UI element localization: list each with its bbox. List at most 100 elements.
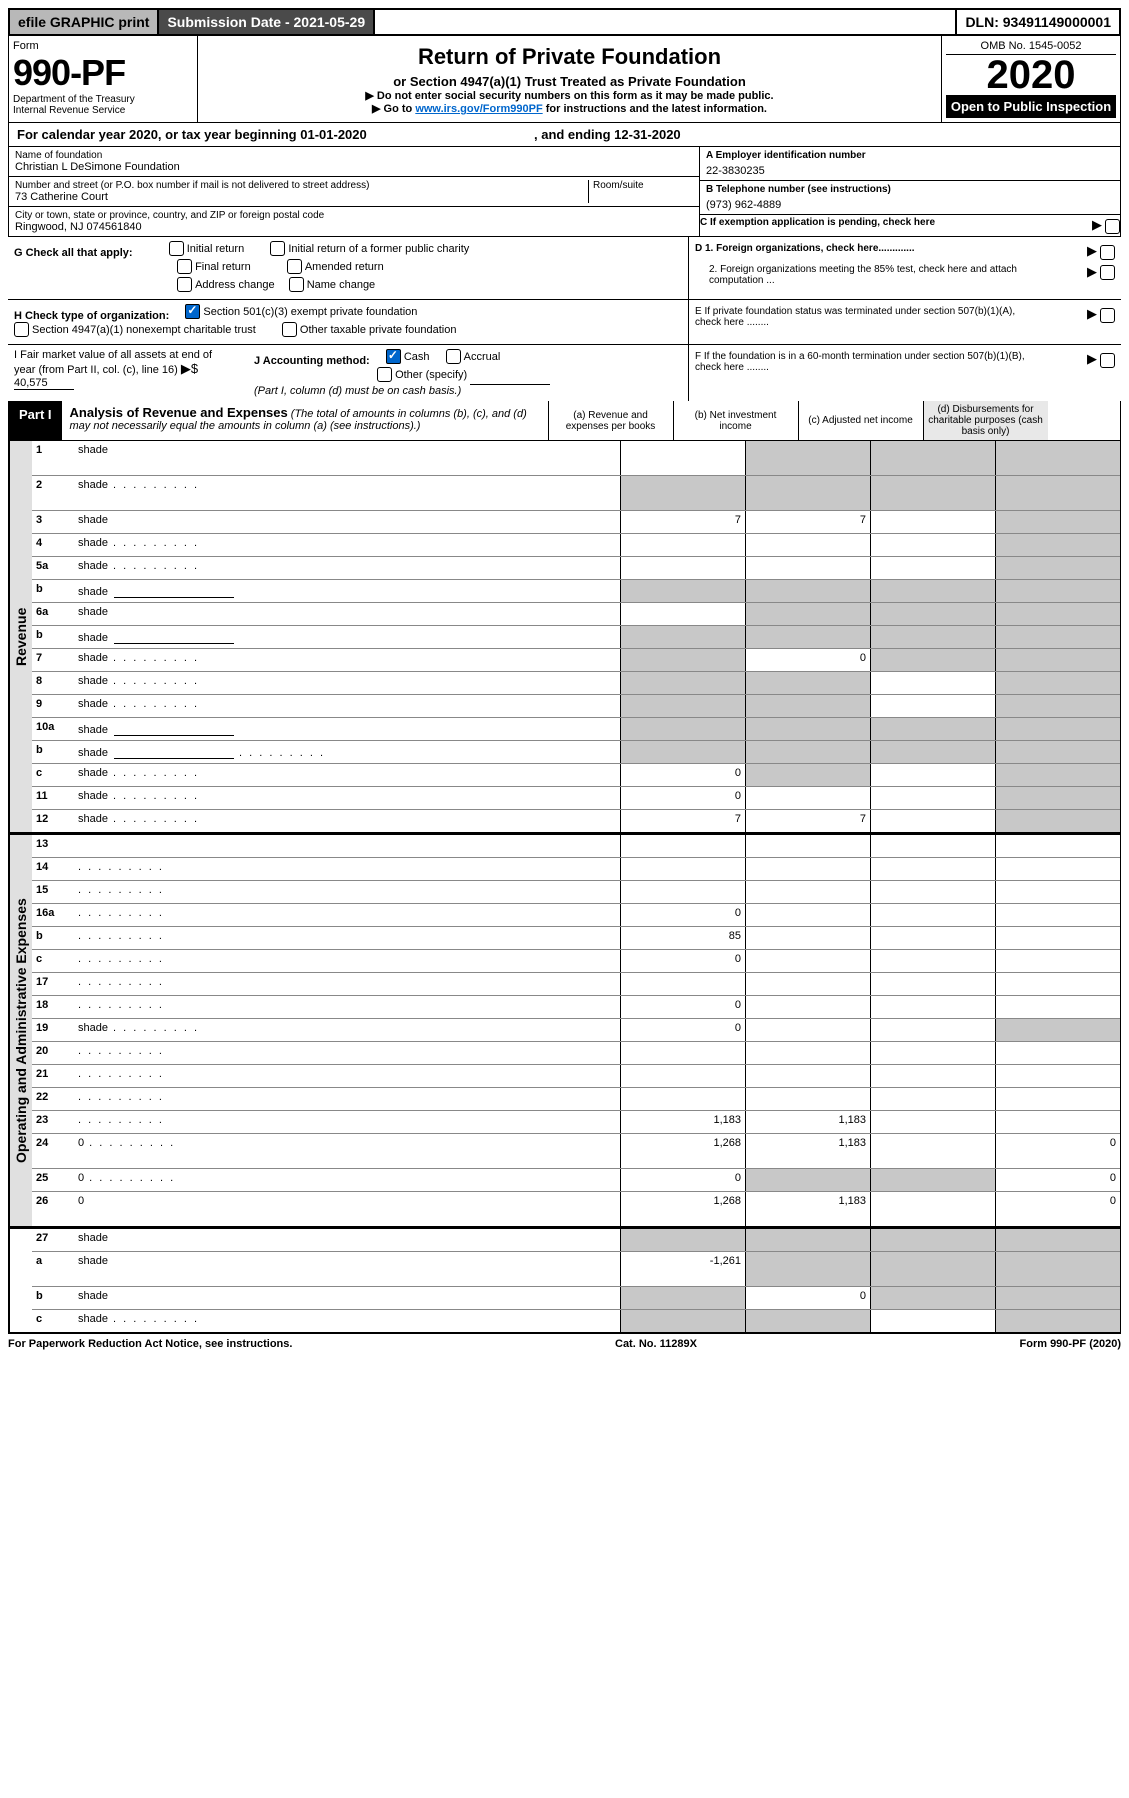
- department: Department of the Treasury Internal Reve…: [13, 94, 193, 116]
- cell-d: [995, 511, 1120, 533]
- table-row: 21: [32, 1065, 1120, 1088]
- g-row: G Check all that apply: Initial return I…: [8, 237, 1121, 300]
- line-description: [74, 996, 620, 1018]
- line-description: shade: [74, 787, 620, 809]
- cell-b: [745, 1019, 870, 1041]
- cell-b: [745, 881, 870, 903]
- j-cash[interactable]: [386, 349, 401, 364]
- cell-a: [620, 441, 745, 475]
- line-description: [74, 927, 620, 949]
- cell-c: [870, 973, 995, 995]
- d2-checkbox[interactable]: [1100, 265, 1115, 280]
- cell-a: [620, 557, 745, 579]
- cell-c: [870, 1229, 995, 1251]
- cell-b: 1,183: [745, 1111, 870, 1133]
- g-final-return[interactable]: [177, 259, 192, 274]
- cell-c: [870, 787, 995, 809]
- h-other-taxable[interactable]: [282, 322, 297, 337]
- room-label: Room/suite: [593, 180, 693, 191]
- form-label: Form: [13, 40, 193, 52]
- cell-d: [995, 1252, 1120, 1286]
- line-description: [74, 835, 620, 857]
- cell-a: 0: [620, 950, 745, 972]
- line-description: [74, 1111, 620, 1133]
- cell-d: [995, 534, 1120, 556]
- cell-c: [870, 1111, 995, 1133]
- table-row: 13: [32, 835, 1120, 858]
- cell-b: [745, 973, 870, 995]
- revenue-section: Revenue 1shade2shade3shade774shade5ashad…: [8, 441, 1121, 833]
- cell-b: 1,183: [745, 1134, 870, 1168]
- cell-c: [870, 1042, 995, 1064]
- cell-a: 7: [620, 810, 745, 832]
- cell-c: [870, 835, 995, 857]
- cell-c: [870, 441, 995, 475]
- line-number: 6a: [32, 603, 74, 625]
- cell-a: [620, 534, 745, 556]
- table-row: 3shade77: [32, 511, 1120, 534]
- g-initial-return[interactable]: [169, 241, 184, 256]
- line-description: [74, 1042, 620, 1064]
- line-description: 0: [74, 1169, 620, 1191]
- e-checkbox[interactable]: [1100, 308, 1115, 323]
- phone: (973) 962-4889: [706, 195, 1114, 211]
- irs-link[interactable]: www.irs.gov/Form990PF: [415, 103, 542, 115]
- foundation-info: Name of foundation Christian L DeSimone …: [8, 147, 1121, 237]
- line-number: 14: [32, 858, 74, 880]
- line-number: 15: [32, 881, 74, 903]
- line-description: shade: [74, 1252, 620, 1286]
- h-501c3[interactable]: [185, 304, 200, 319]
- line-description: shade: [74, 1229, 620, 1251]
- j-other[interactable]: [377, 367, 392, 382]
- line-number: b: [32, 1287, 74, 1309]
- cell-b: [745, 718, 870, 740]
- tax-year: 2020: [946, 55, 1116, 95]
- part1-label: Part I: [9, 401, 62, 440]
- cell-d: [995, 672, 1120, 694]
- line-description: [74, 881, 620, 903]
- e-label: E If private foundation status was termi…: [695, 306, 1035, 328]
- f-checkbox[interactable]: [1100, 353, 1115, 368]
- cell-a: 85: [620, 927, 745, 949]
- line-description: 0: [74, 1134, 620, 1168]
- ein-label: A Employer identification number: [706, 150, 1114, 161]
- g-amended[interactable]: [287, 259, 302, 274]
- table-row: 231,1831,183: [32, 1111, 1120, 1134]
- h-row: H Check type of organization: Section 50…: [8, 300, 1121, 345]
- h-4947[interactable]: [14, 322, 29, 337]
- cell-c: [870, 764, 995, 786]
- line-description: [74, 1088, 620, 1110]
- cell-a: 1,268: [620, 1192, 745, 1226]
- line-description: shade: [74, 741, 620, 763]
- line-number: 13: [32, 835, 74, 857]
- c-checkbox[interactable]: [1105, 219, 1120, 234]
- g-name-change[interactable]: [289, 277, 304, 292]
- table-row: 15: [32, 881, 1120, 904]
- efile-print-button[interactable]: efile GRAPHIC print: [10, 10, 159, 34]
- table-row: 1shade: [32, 441, 1120, 476]
- cell-d: [995, 996, 1120, 1018]
- j-accrual[interactable]: [446, 349, 461, 364]
- cell-b: [745, 672, 870, 694]
- line-description: shade: [74, 718, 620, 740]
- cell-a: [620, 476, 745, 510]
- line-description: shade: [74, 441, 620, 475]
- cell-a: [620, 1088, 745, 1110]
- phone-label: B Telephone number (see instructions): [706, 184, 1114, 195]
- g-address-change[interactable]: [177, 277, 192, 292]
- table-row: bshade: [32, 626, 1120, 649]
- line-description: shade: [74, 695, 620, 717]
- cell-d: [995, 810, 1120, 832]
- cell-a: [620, 973, 745, 995]
- cell-d: [995, 1042, 1120, 1064]
- submission-date: Submission Date - 2021-05-29: [159, 10, 375, 34]
- footer-left: For Paperwork Reduction Act Notice, see …: [8, 1338, 292, 1350]
- g-initial-former[interactable]: [270, 241, 285, 256]
- line-description: shade: [74, 557, 620, 579]
- cell-b: [745, 741, 870, 763]
- cell-d: [995, 1287, 1120, 1309]
- cell-d: [995, 557, 1120, 579]
- line-number: 5a: [32, 557, 74, 579]
- col-a-header: (a) Revenue and expenses per books: [548, 401, 673, 440]
- d1-checkbox[interactable]: [1100, 245, 1115, 260]
